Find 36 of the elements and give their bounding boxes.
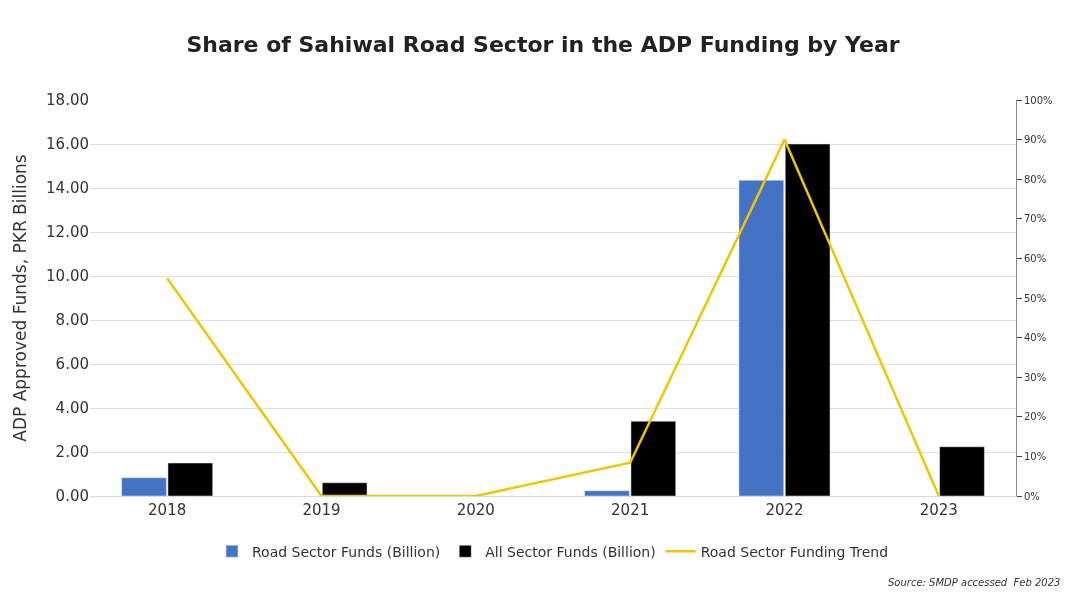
- y2-tick-label: 70%: [1024, 213, 1047, 225]
- y-tick-label: 16.00: [46, 135, 89, 154]
- x-tick-label: 2020: [456, 501, 495, 519]
- y2-tick-label: 40%: [1024, 332, 1047, 344]
- y-tick-label: 6.00: [55, 355, 89, 374]
- x-tick-label: 2018: [148, 501, 187, 519]
- y-tick-label: 4.00: [55, 399, 89, 418]
- line-series: [165, 138, 941, 496]
- x-tick-label: 2022: [765, 501, 804, 519]
- legend-label: All Sector Funds (Billion): [485, 543, 656, 560]
- y2-tick-label: 10%: [1024, 450, 1047, 462]
- x-tick-label: 2019: [302, 501, 341, 519]
- y-tick-label: 14.00: [46, 179, 89, 198]
- y2-tick-label: 20%: [1024, 411, 1047, 423]
- y2-tick-label: 100%: [1024, 94, 1053, 106]
- bar: [322, 482, 368, 496]
- y2-tick-label: 60%: [1024, 252, 1047, 264]
- y2-tick-label: 80%: [1024, 173, 1047, 185]
- source-note: Source: SMDP accessed Feb 2023: [888, 577, 1061, 588]
- y2-tick-label: 30%: [1024, 371, 1047, 383]
- chart-title: Share of Sahiwal Road Sector in the ADP Funding by Year: [186, 31, 900, 57]
- y-tick-label: 8.00: [55, 311, 89, 330]
- y-tick-label: 10.00: [46, 267, 89, 286]
- y-tick-label: 18.00: [46, 91, 89, 110]
- y-axis-title: ADP Approved Funds, PKR Billions: [9, 154, 30, 442]
- y-tick-label: 0.00: [55, 487, 89, 506]
- legend-label: Road Sector Funding Trend: [700, 543, 889, 560]
- y-tick-label: 2.00: [55, 443, 89, 462]
- y2-tick-label: 50%: [1024, 292, 1047, 304]
- legend-label: Road Sector Funds (Billion): [252, 543, 441, 560]
- x-tick-label: 2021: [611, 501, 650, 519]
- y-tick-label: 12.00: [46, 223, 89, 242]
- y2-tick-label: 90%: [1024, 134, 1047, 146]
- bar: [939, 446, 985, 496]
- x-tick-label: 2023: [919, 501, 958, 519]
- y2-tick-label: 0%: [1024, 490, 1040, 502]
